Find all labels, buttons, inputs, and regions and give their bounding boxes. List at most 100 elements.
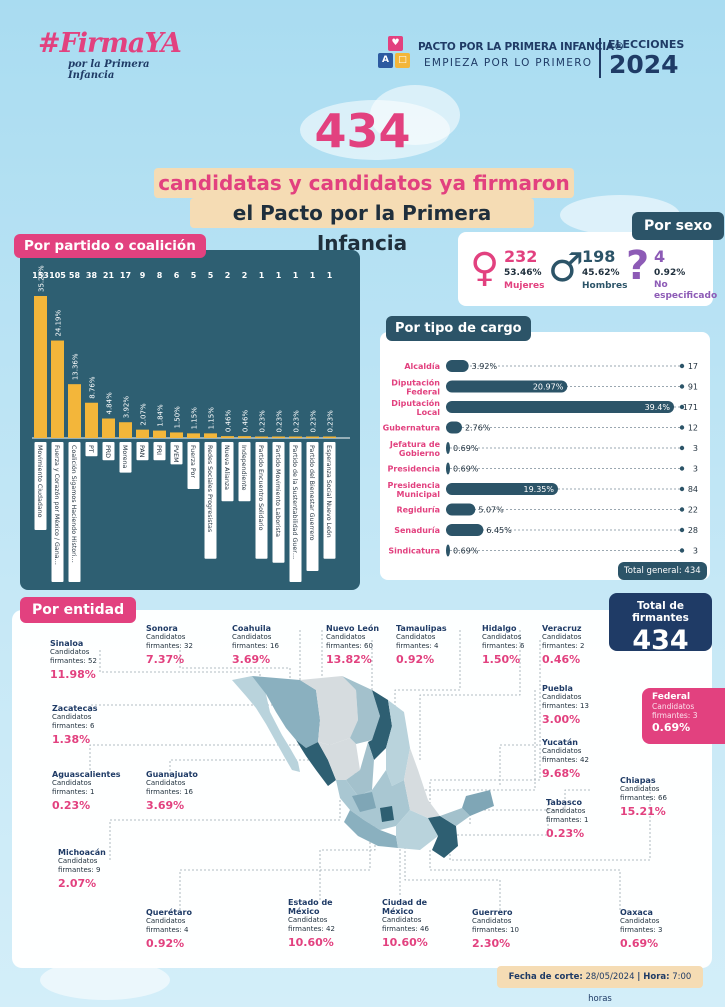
state-name: Oaxaca [620,908,653,917]
state-tamaulipas: Tamaulipas Candidatos firmantes: 4 0.92% [396,624,466,666]
total-firmantes-label: Total de firmantes [632,600,689,624]
total-firmantes-value: 434 [632,625,689,656]
state-name: Coahuila [232,624,272,633]
cargo-count-label: 91 [688,383,698,392]
entidad-title: Por entidad [20,597,137,623]
party-pct-label: 0.46% [225,410,233,433]
cargo-category-label: Diputación [391,398,440,408]
male-icon: ♂ [548,245,584,291]
party-count-label: 1 [276,271,282,280]
party-category-box [187,442,200,489]
state-pct: 0.23% [546,827,585,840]
state-name: Aguascalientes [52,770,121,779]
party-bar [306,436,319,438]
state-name: Sinaloa [50,639,84,648]
state-signers: Candidatos firmantes: 13 [542,693,589,710]
state-pct: 11.98% [50,668,96,681]
party-category-label: Fuerza y Corazón por México / Gana… [53,445,61,565]
state-guerrero: Guerrero Candidatos firmantes: 10 2.30% [472,908,532,950]
party-category-box [170,442,183,465]
cargo-category-label: Diputación [391,378,440,388]
party-category-box [51,442,64,582]
cargo-pct-label: 5.07% [478,506,504,515]
state-yucatan: Yucatán Candidatos firmantes: 42 9.68% [542,738,606,780]
cloud-decoration [370,85,460,145]
state-pct: 0.69% [620,937,659,950]
party-bar [255,436,268,438]
state-signers: Candidatos firmantes: 46 [382,916,429,933]
cargo-pct-label: 2.76% [465,424,491,433]
party-category-label: Partido de la Sustentabilidad Guer… [291,445,298,559]
footer-hora-value: 7:00 horas [588,972,692,1004]
party-category-label: Coalición Sigamos Haciendo Histori… [70,445,78,563]
cargo-bar [446,421,462,434]
party-bar [204,433,217,438]
state-signers: Candidatos firmantes: 6 [482,633,525,650]
gender-card: ♀ 232 53.46% Mujeres ♂ 198 45.62% Hombre… [458,232,717,306]
party-bar [153,430,166,438]
party-count-label: 2 [242,271,248,280]
party-category-box [289,442,302,582]
party-count-label: 58 [69,271,81,280]
party-category-box [153,442,166,461]
state-signers: Candidatos firmantes: 4 [396,633,439,650]
party-category-box [85,442,98,457]
state-pct: 7.37% [146,653,185,666]
cargo-bar [446,380,568,393]
state-signers: Candidatos firmantes: 3 [620,917,663,934]
party-pct-label: 8.76% [89,376,97,399]
state-pct: 15.21% [620,805,666,818]
footer-fecha-label: Fecha de corte: [508,972,583,982]
state-signers: Candidatos firmantes: 16 [146,779,193,796]
elecciones-year: 2024 [609,50,679,79]
cargo-dot [679,445,685,451]
state-signers: Candidatos firmantes: 42 [542,747,589,764]
party-bar [68,384,81,438]
state-guanajuato: Guanajuato Candidatos firmantes: 16 3.69… [146,770,210,812]
party-category-box [238,442,251,502]
state-pct: 13.82% [326,653,372,666]
state-name: Tabasco [546,798,582,807]
party-category-box [119,442,132,473]
footer-fecha-value: 28/05/2024 [585,972,635,982]
party-count-label: 105 [49,271,66,280]
cargo-pct-label: 0.69% [453,547,479,556]
cargo-chart-card [380,332,710,580]
party-bar [170,432,183,438]
state-name: Estado de México [288,898,333,916]
pacto-logo: ♥ A □ PACTO POR LA PRIMERA INFANCIA® EMP… [378,36,624,80]
party-count-label: 2 [225,271,231,280]
state-signers: Candidatos firmantes: 6 [52,713,95,730]
party-pct-label: 2.07% [140,403,148,426]
cargo-count-label: 3 [693,444,698,453]
cargo-pct-label: 0.69% [453,465,479,474]
headline-line-2: el Pacto por la Primera Infancia [190,198,534,255]
party-bar [323,436,336,438]
federal-box: Federal Candidatos firmantes: 3 0.69% [642,688,725,744]
state-signers: Candidatos firmantes: 60 [326,633,373,650]
party-count-label: 6 [174,271,180,280]
cargo-bar [446,503,476,516]
state-name: Puebla [542,684,573,693]
state-sonora: Sonora Candidatos firmantes: 32 7.37% [146,624,218,666]
cargo-chart-title: Por tipo de cargo [386,316,531,341]
state-zacatecas: Zacatecas Candidatos firmantes: 6 1.38% [52,704,116,746]
state-pct: 1.38% [52,733,91,746]
state-signers: Candidatos firmantes: 1 [546,807,589,824]
cargo-count-label: 84 [688,485,698,494]
party-count-label: 9 [140,271,146,280]
cargo-dot [679,486,685,492]
state-name: Nuevo León [326,624,380,633]
state-edomex: Estado de México Candidatos firmantes: 4… [288,898,344,949]
party-pct-label: 0.23% [310,410,318,433]
party-bar [85,402,98,438]
cargo-pct-label: 6.45% [486,526,512,535]
party-bar [102,418,115,438]
party-bar [136,429,149,438]
party-count-label: 17 [120,271,131,280]
cargo-bar [446,360,469,372]
cargo-category-label: Presidencia [388,465,440,474]
party-count-label: 5 [191,271,197,280]
party-pct-label: 1.15% [208,407,216,430]
party-category-box [255,442,268,559]
